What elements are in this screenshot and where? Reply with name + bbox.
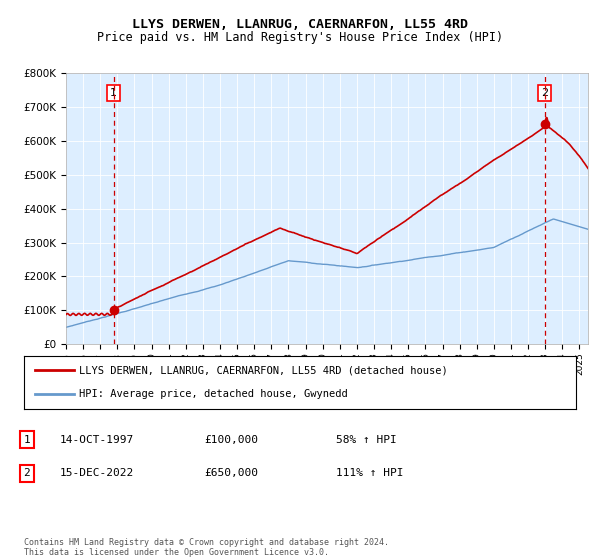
Text: HPI: Average price, detached house, Gwynedd: HPI: Average price, detached house, Gwyn… — [79, 389, 348, 399]
Text: £100,000: £100,000 — [204, 435, 258, 445]
Text: LLYS DERWEN, LLANRUG, CAERNARFON, LL55 4RD: LLYS DERWEN, LLANRUG, CAERNARFON, LL55 4… — [132, 18, 468, 31]
Text: 1: 1 — [23, 435, 31, 445]
Text: £650,000: £650,000 — [204, 468, 258, 478]
Text: 111% ↑ HPI: 111% ↑ HPI — [336, 468, 404, 478]
Text: Price paid vs. HM Land Registry's House Price Index (HPI): Price paid vs. HM Land Registry's House … — [97, 31, 503, 44]
Text: 2: 2 — [23, 468, 31, 478]
Text: LLYS DERWEN, LLANRUG, CAERNARFON, LL55 4RD (detached house): LLYS DERWEN, LLANRUG, CAERNARFON, LL55 4… — [79, 366, 448, 376]
Text: 58% ↑ HPI: 58% ↑ HPI — [336, 435, 397, 445]
Text: Contains HM Land Registry data © Crown copyright and database right 2024.
This d: Contains HM Land Registry data © Crown c… — [24, 538, 389, 557]
Text: 15-DEC-2022: 15-DEC-2022 — [60, 468, 134, 478]
Text: 2: 2 — [541, 88, 548, 98]
Text: 14-OCT-1997: 14-OCT-1997 — [60, 435, 134, 445]
Text: 1: 1 — [110, 88, 117, 98]
